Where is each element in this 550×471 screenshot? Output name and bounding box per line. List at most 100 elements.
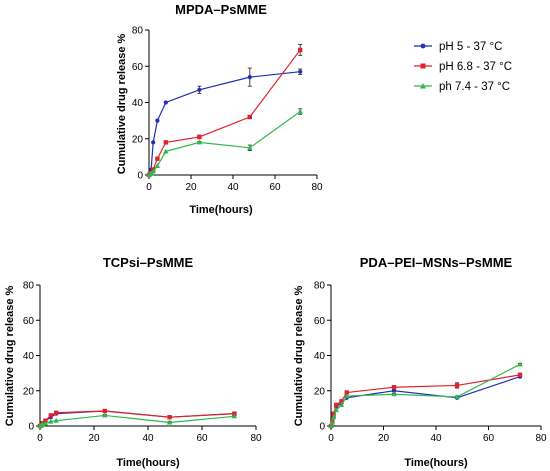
y-tick-label: 40 (132, 98, 144, 109)
series-line (330, 376, 521, 427)
data-point (163, 140, 168, 145)
y-axis-label: Cumulative drug release % (4, 285, 16, 426)
data-point (231, 413, 238, 419)
y-tick-label: 20 (132, 134, 144, 145)
legend-item: ph 7.4 - 37 °C (414, 81, 510, 93)
data-point (517, 361, 523, 367)
data-point (298, 47, 303, 53)
data-point (48, 418, 54, 424)
x-tick-label: 40 (142, 433, 154, 444)
chart-title: PDA–PEI–MSNs–PsMME (360, 255, 513, 270)
y-axis-label: Cumulative drug release % (116, 33, 128, 174)
chart-tcpsi: TCPsi–PsMME Time(hours) Cumulative drug … (4, 255, 262, 469)
series-line (148, 71, 301, 176)
y-tick-label: 80 (132, 26, 144, 37)
legend: pH 5 - 37 °C pH 6.8 - 37 °C ph 7.4 - 37 … (414, 41, 512, 93)
legend-marker (420, 83, 426, 89)
y-tick-label: 40 (314, 351, 326, 362)
data-point (42, 420, 49, 426)
data-point (297, 108, 303, 114)
x-tick-label: 0 (328, 433, 334, 444)
series-line (330, 363, 521, 427)
x-tick-label: 60 (269, 182, 281, 193)
data-point (338, 402, 345, 407)
y-tick-label: 0 (319, 422, 325, 433)
data-point (155, 156, 160, 161)
data-point (298, 69, 303, 74)
y-tick-label: 80 (23, 281, 35, 292)
data-point (328, 423, 334, 428)
y-tick-label: 60 (314, 316, 326, 327)
x-axis-label: Time(hours) (404, 457, 468, 469)
data-point (163, 148, 169, 154)
data-point (197, 134, 202, 140)
data-point (330, 414, 337, 420)
data-point (155, 118, 160, 123)
data-point (247, 75, 252, 80)
x-tick-label: 0 (146, 182, 152, 193)
data-point (339, 399, 344, 404)
legend-marker (420, 43, 426, 49)
x-tick-label: 60 (483, 433, 495, 444)
chart-pda-pei-msns: PDA–PEI–MSNs–PsMME Time(hours) Cumulativ… (293, 255, 547, 469)
chart-title: MPDA–PsMME (175, 2, 267, 17)
data-point (163, 100, 168, 105)
data-point (167, 414, 172, 420)
chart-title: TCPsi–PsMME (103, 255, 194, 270)
x-tick-label: 20 (88, 433, 100, 444)
chart-mpda: MPDA–PsMME Time(hours) Cumulative drug r… (116, 2, 323, 216)
x-tick-label: 20 (185, 182, 197, 193)
x-tick-label: 40 (430, 433, 442, 444)
y-tick-label: 0 (137, 171, 143, 182)
y-tick-label: 20 (23, 386, 35, 397)
y-tick-label: 80 (314, 281, 326, 292)
x-tick-label: 80 (535, 433, 547, 444)
data-point (517, 372, 523, 378)
data-point (150, 168, 156, 174)
x-axis-label: Time(hours) (189, 204, 253, 216)
y-tick-label: 40 (23, 351, 35, 362)
data-point (48, 413, 53, 418)
data-point (196, 139, 203, 145)
legend-label: pH 6.8 - 37 °C (439, 61, 512, 73)
data-point (344, 390, 349, 395)
x-tick-label: 60 (196, 433, 208, 444)
data-point (102, 408, 107, 414)
legend-label: ph 7.4 - 37 °C (439, 81, 510, 93)
data-point (331, 411, 336, 416)
x-tick-label: 80 (250, 433, 262, 444)
y-tick-label: 60 (132, 62, 144, 73)
series-line (330, 374, 521, 427)
legend-item: pH 6.8 - 37 °C (414, 61, 512, 73)
y-tick-label: 60 (23, 316, 35, 327)
x-tick-label: 80 (311, 182, 323, 193)
legend-marker (420, 63, 426, 69)
x-axis-label: Time(hours) (116, 457, 180, 469)
data-point (247, 145, 253, 150)
data-point (391, 388, 397, 393)
series-line (148, 49, 301, 176)
data-point (333, 407, 339, 413)
x-tick-label: 0 (37, 433, 43, 444)
data-point (391, 391, 397, 397)
series-line (39, 414, 235, 427)
data-point (344, 393, 350, 399)
y-tick-label: 0 (28, 422, 34, 433)
legend-item: pH 5 - 37 °C (414, 41, 502, 53)
data-point (329, 419, 336, 425)
data-point (54, 410, 59, 415)
data-point (197, 87, 202, 92)
data-point (151, 140, 156, 145)
data-point (53, 417, 59, 423)
data-point (247, 114, 252, 120)
data-point (102, 412, 108, 418)
data-point (454, 394, 460, 399)
x-tick-label: 40 (227, 182, 239, 193)
data-point (454, 383, 460, 388)
y-tick-label: 20 (314, 386, 326, 397)
data-point (391, 385, 397, 390)
data-point (166, 419, 173, 425)
data-point (154, 163, 161, 168)
y-axis-label: Cumulative drug release % (293, 285, 305, 426)
